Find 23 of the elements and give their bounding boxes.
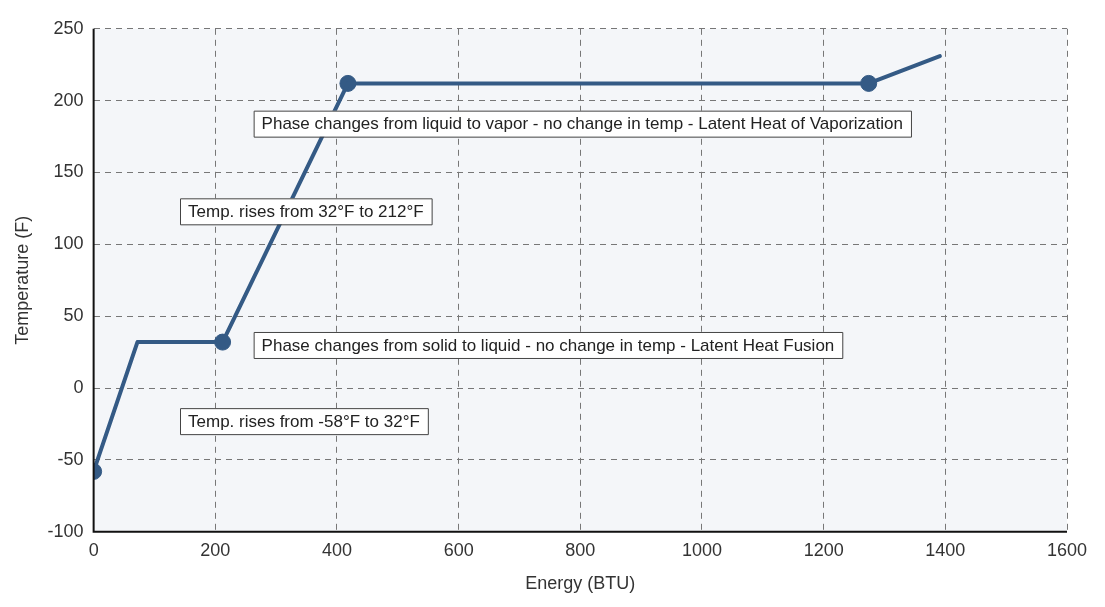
x-tick-label: 1200 <box>803 539 844 560</box>
annotation: Phase changes from solid to liquid - no change in temp - Latent Heat Fusion <box>261 335 835 355</box>
y-tick-label: 0 <box>73 377 84 398</box>
x-tick-label: 200 <box>200 539 231 560</box>
x-tick-label: 600 <box>443 539 474 560</box>
annotation: Temp. rises from -58°F to 32°F <box>188 411 420 431</box>
y-tick-label: -100 <box>47 520 84 541</box>
annotation: Phase changes from liquid to vapor - no change in temp - Latent Heat of Vaporization <box>261 114 903 134</box>
x-axis-title: Energy (BTU) <box>525 573 636 594</box>
y-tick-label: 50 <box>63 305 84 326</box>
y-tick-label: 150 <box>53 161 84 182</box>
annotation: Temp. rises from 32°F to 212°F <box>188 202 424 221</box>
x-tick-label: 0 <box>88 539 99 560</box>
y-tick-label: 250 <box>53 17 84 38</box>
y-tick-label: 200 <box>53 89 84 110</box>
x-tick-label: 1600 <box>1046 539 1088 560</box>
x-tick-label: 1400 <box>925 539 966 560</box>
y-tick-label: 100 <box>53 233 84 254</box>
x-tick-label: 800 <box>565 539 596 560</box>
x-tick-label: 400 <box>321 539 352 560</box>
y-axis-title: Temperature (F) <box>11 215 32 345</box>
x-tick-label: 1000 <box>681 539 723 560</box>
y-tick-label: -50 <box>57 448 84 469</box>
